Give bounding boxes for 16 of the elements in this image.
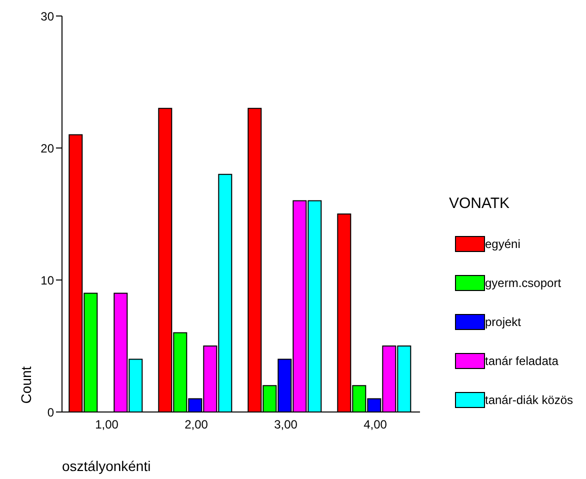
legend-label: gyerm.csoport [485, 276, 562, 290]
x-tick-label: 2,00 [184, 418, 208, 432]
legend-title: VONATK [449, 195, 511, 212]
x-tick-label: 3,00 [274, 418, 298, 432]
y-axis-title: Count [18, 365, 34, 405]
x-axis-title: osztályonkénti [62, 458, 151, 474]
y-tick-label: 30 [40, 9, 54, 24]
y-tick-label: 10 [40, 273, 54, 288]
legend-label: projekt [485, 315, 522, 329]
x-tick-label: 1,00 [95, 418, 119, 432]
x-tick-label: 4,00 [364, 418, 388, 432]
legend-label: tanár-diák közös [485, 393, 574, 407]
legend-label: tanár feladata [485, 354, 558, 368]
y-tick-label: 0 [47, 405, 54, 420]
y-tick-label: 20 [40, 141, 54, 156]
legend-label: egyéni [485, 237, 520, 251]
